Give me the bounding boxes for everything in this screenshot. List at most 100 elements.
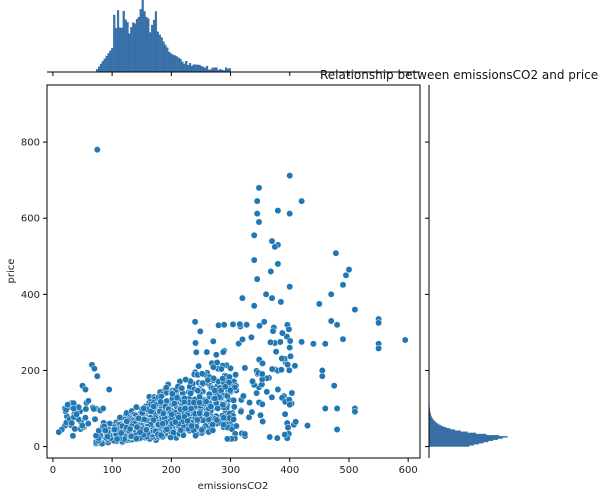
x-tick-label: 100 <box>103 465 122 476</box>
scatter-point <box>298 197 306 205</box>
x-histogram-bar <box>130 27 133 73</box>
scatter-point <box>260 318 268 326</box>
scatter-point <box>268 237 276 245</box>
y-histogram-bar <box>428 421 436 423</box>
scatter-point <box>250 231 258 239</box>
scatter-point <box>318 367 326 374</box>
scatter-point <box>221 383 229 391</box>
scatter-point <box>198 426 206 434</box>
scatter-point <box>93 146 101 154</box>
scatter-point <box>209 363 217 371</box>
y-tick-label: 400 <box>21 290 40 301</box>
x-histogram-bar <box>166 47 169 73</box>
x-histogram-bar <box>98 66 101 73</box>
scatter-point <box>188 422 196 430</box>
scatter-point <box>212 351 220 359</box>
scatter-point <box>73 410 81 418</box>
x-histogram-bar <box>177 57 180 73</box>
y-histogram-bar <box>428 435 500 437</box>
scatter-point <box>276 338 284 346</box>
scatter-point <box>187 405 195 413</box>
scatter-point <box>211 387 219 395</box>
scatter-point <box>238 294 246 302</box>
x-histogram-bar <box>173 55 176 73</box>
scatter-point <box>286 337 294 345</box>
scatter-point <box>173 394 181 402</box>
scatter-point <box>132 403 140 411</box>
x-histogram-bar <box>164 44 167 73</box>
x-histogram-bar <box>190 65 194 73</box>
scatter-point <box>262 290 270 298</box>
scatter-point <box>202 398 210 406</box>
scatter-point <box>117 429 125 437</box>
scatter-point <box>191 318 199 326</box>
scatter-point <box>207 403 215 410</box>
scatter-point <box>123 417 131 425</box>
x-histogram-bar <box>124 19 127 73</box>
x-histogram-bar <box>149 32 152 73</box>
x-histogram-bar <box>192 64 195 73</box>
y-histogram-bar <box>428 440 489 443</box>
scatter-point <box>273 434 281 442</box>
scatter-point <box>68 419 76 427</box>
x-histogram-bar <box>169 53 173 73</box>
x-histogram-bar <box>141 0 144 73</box>
scatter-point <box>64 401 72 409</box>
scatter-point <box>105 386 113 393</box>
x-histogram-bar <box>122 11 125 73</box>
scatter-point <box>84 397 92 405</box>
scatter-point <box>81 414 89 422</box>
scatter-point <box>219 348 227 356</box>
scatter-point <box>184 417 192 425</box>
scatter-point <box>327 290 335 298</box>
scatter-point <box>239 335 246 343</box>
scatter-point <box>333 426 341 433</box>
scatter-point <box>315 300 323 308</box>
scatter-point <box>274 386 282 393</box>
x-histogram-bar <box>175 56 178 73</box>
scatter-point <box>281 431 289 439</box>
scatter-point <box>91 415 99 423</box>
scatter-point <box>220 321 228 329</box>
x-histogram-bar <box>183 63 186 73</box>
x-histogram-bar <box>139 9 142 73</box>
scatter-point <box>204 376 212 384</box>
scatter-point <box>203 410 211 418</box>
scatter-point <box>327 317 335 325</box>
scatter-point <box>140 404 148 412</box>
scatter-point <box>178 384 186 392</box>
scatter-point <box>104 433 111 441</box>
x-histogram-bar <box>145 16 148 73</box>
x-histogram-bar <box>205 65 209 73</box>
scatter-point <box>255 184 263 192</box>
scatter-point <box>69 432 77 440</box>
scatter-point <box>84 420 92 428</box>
x-histogram-bar <box>181 61 184 73</box>
scatter-point <box>267 338 274 346</box>
scatter-point <box>245 413 253 421</box>
x-histogram-bar <box>171 54 175 73</box>
scatter-point <box>333 405 341 412</box>
scatter-point <box>229 320 237 328</box>
scatter-point <box>220 421 228 429</box>
x-histogram-bar <box>162 41 165 73</box>
scatter-point <box>219 401 227 409</box>
x-histogram-bar <box>154 11 158 73</box>
scatter-point <box>248 408 256 416</box>
scatter-point <box>192 432 200 440</box>
x-histogram-bar <box>99 63 103 73</box>
scatter-point <box>213 416 221 424</box>
scatter-point <box>157 398 165 406</box>
scatter-point <box>281 410 289 418</box>
scatter-point <box>309 340 317 348</box>
x-histogram-bar <box>126 22 129 73</box>
scatter-point <box>219 375 227 383</box>
scatter-point <box>190 399 198 407</box>
x-histogram-bar <box>200 65 203 73</box>
scatter-point <box>401 336 409 344</box>
y-tick-label: 600 <box>21 214 40 225</box>
scatter-point <box>292 418 300 426</box>
scatter-point <box>321 405 329 412</box>
scatter-point <box>253 275 261 283</box>
scatter-point <box>286 401 294 409</box>
